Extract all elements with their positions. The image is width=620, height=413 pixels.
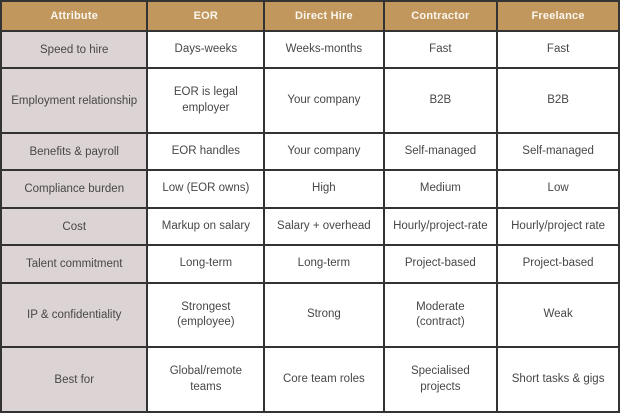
value-cell: Self-managed [382, 131, 499, 172]
table-row: Best for Global/remote teams Core team rol… [0, 346, 620, 413]
header-attribute: Attribute [0, 0, 149, 32]
value-cell: Fast [496, 29, 620, 70]
table-row: Benefits & payroll EOR handles Your compan… [0, 131, 620, 172]
value-cell: High [263, 169, 385, 209]
value-cell: EOR handles [146, 131, 266, 172]
value-cell: Weeks-months [263, 29, 385, 70]
header-contractor: Contractor [382, 0, 499, 32]
value-cell: Fast [382, 29, 499, 70]
value-cell: EOR is legal employer [146, 67, 266, 134]
value-cell: Your company [263, 131, 385, 172]
attribute-cell: Talent commitment [0, 244, 149, 284]
value-cell: Strong [263, 281, 385, 349]
value-cell: Core team roles [263, 346, 385, 413]
table-row: IP & confidentiality Strongest (employee)… [0, 281, 620, 349]
value-cell: Low (EOR owns) [146, 169, 266, 209]
header-eor: EOR [146, 0, 266, 32]
value-cell: Hourly/project-rate [382, 206, 499, 247]
value-cell: Project-based [382, 244, 499, 284]
header-freelance: Freelance [496, 0, 620, 32]
value-cell: Your company [263, 67, 385, 134]
attribute-cell: IP & confidentiality [0, 281, 149, 349]
value-cell: Markup on salary [146, 206, 266, 247]
value-cell: Hourly/project rate [496, 206, 620, 247]
attribute-cell: Best for [0, 346, 149, 413]
header-direct-hire: Direct Hire [263, 0, 385, 32]
table-row: Cost Markup on salary Salary + overhead Hou… [0, 206, 620, 247]
value-cell: B2B [382, 67, 499, 134]
attribute-cell: Speed to hire [0, 29, 149, 70]
value-cell: Self-managed [496, 131, 620, 172]
value-cell: Medium [382, 169, 499, 209]
table-body: Speed to hire Days-weeks Weeks-months Fast F… [0, 29, 620, 413]
attribute-cell: Benefits & payroll [0, 131, 149, 172]
table-row: Talent commitment Long-term Long-term Proje… [0, 244, 620, 284]
value-cell: Project-based [496, 244, 620, 284]
table-row: Compliance burden Low (EOR owns) High Mediu… [0, 169, 620, 209]
attribute-cell: Employment relationship [0, 67, 149, 134]
attribute-cell: Compliance burden [0, 169, 149, 209]
table-header-row: Attribute EOR Direct Hire Contractor Fre… [0, 0, 620, 32]
table-row: Employment relationship EOR is legal empl… [0, 67, 620, 134]
table-row: Speed to hire Days-weeks Weeks-months Fast F… [0, 29, 620, 70]
value-cell: Salary + overhead [263, 206, 385, 247]
value-cell: Weak [496, 281, 620, 349]
value-cell: Specialised projects [382, 346, 499, 413]
value-cell: B2B [496, 67, 620, 134]
value-cell: Long-term [263, 244, 385, 284]
value-cell: Long-term [146, 244, 266, 284]
value-cell: Low [496, 169, 620, 209]
value-cell: Strongest (employee) [146, 281, 266, 349]
value-cell: Global/remote teams [146, 346, 266, 413]
value-cell: Days-weeks [146, 29, 266, 70]
value-cell: Short tasks & gigs [496, 346, 620, 413]
attribute-cell: Cost [0, 206, 149, 247]
value-cell: Moderate (contract) [382, 281, 499, 349]
